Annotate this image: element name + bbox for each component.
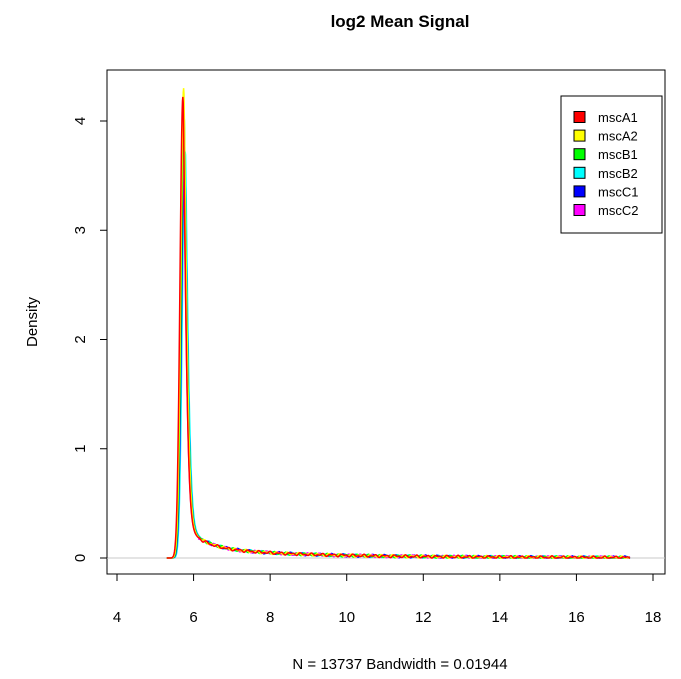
- x-tick-label: 12: [415, 609, 432, 626]
- y-axis: 0 1 2 3 4: [72, 117, 108, 562]
- legend-label: mscC2: [598, 203, 638, 218]
- legend-swatch: [573, 204, 586, 216]
- x-tick-label: 10: [338, 609, 355, 626]
- legend-swatch: [573, 185, 586, 198]
- y-tick-label: 2: [72, 335, 89, 343]
- legend-swatch: [573, 166, 586, 179]
- legend: mscA1 mscA2 mscB1 mscB2 mscC1 mscC2: [560, 95, 663, 234]
- density-series: [166, 88, 631, 559]
- legend-label: mscA1: [598, 110, 638, 125]
- y-tick-label: 3: [72, 226, 89, 234]
- x-axis: 4 6 8 10 12 14 16 18: [113, 573, 662, 626]
- legend-swatch: [573, 129, 586, 142]
- series-line-mscA1: [166, 96, 631, 559]
- y-tick-label: 4: [72, 117, 89, 125]
- legend-label: mscB2: [598, 166, 638, 181]
- y-tick-label: 0: [72, 554, 89, 562]
- legend-label: mscC1: [598, 184, 638, 199]
- legend-label: mscA2: [598, 129, 638, 144]
- x-axis-label: N = 13737 Bandwidth = 0.01944: [292, 656, 507, 673]
- y-tick-label: 1: [72, 445, 89, 453]
- chart-title: log2 Mean Signal: [331, 12, 470, 31]
- y-axis-label: Density: [24, 296, 41, 347]
- x-tick-label: 16: [568, 609, 585, 626]
- x-tick-label: 14: [492, 609, 509, 626]
- x-tick-label: 6: [189, 609, 197, 626]
- x-tick-label: 4: [113, 609, 121, 626]
- legend-swatch: [573, 148, 586, 161]
- legend-swatch: [573, 111, 586, 123]
- x-tick-label: 18: [645, 609, 662, 626]
- x-tick-label: 8: [266, 609, 274, 626]
- legend-label: mscB1: [598, 147, 638, 162]
